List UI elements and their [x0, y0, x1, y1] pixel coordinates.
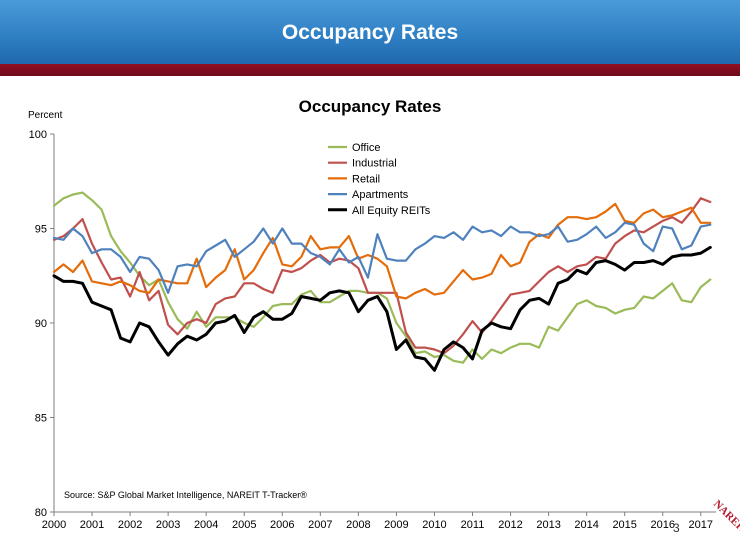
x-tick-label: 2003	[156, 519, 180, 531]
x-tick-label: 2005	[232, 519, 256, 531]
y-axis-label: Percent	[28, 110, 63, 121]
x-tick-label: 2009	[384, 519, 408, 531]
x-tick-label: 2007	[308, 519, 332, 531]
y-tick-label: 90	[35, 318, 47, 330]
series-lines	[52, 191, 712, 372]
series-line-all-equity-reits	[52, 245, 712, 372]
y-tick-label: 85	[35, 413, 47, 425]
legend-label-all-equity-reits: All Equity REITs	[352, 205, 431, 217]
x-tick-label: 2010	[422, 519, 446, 531]
x-tick-label: 2013	[536, 519, 560, 531]
legend-label-office: Office	[352, 142, 381, 154]
series-line-industrial	[52, 197, 712, 355]
chart-legend: Office Industrial Retail Apartments All Equi…	[328, 142, 431, 217]
series-line-office	[52, 191, 712, 364]
x-tick-label: 2004	[194, 519, 218, 531]
x-tick-label: 2006	[270, 519, 294, 531]
header-accent-band	[0, 64, 740, 76]
legend-label-apartments: Apartments	[352, 189, 409, 201]
x-tick-label: 2011	[461, 519, 485, 531]
x-tick-label: 2014	[574, 519, 598, 531]
x-tick-label: 2012	[498, 519, 522, 531]
chart-axes: 80 85 90 95 100 2000 2001 2002 2003 2004 2005 2006 2…	[29, 129, 716, 531]
x-tick-label: 2017	[689, 519, 713, 531]
source-note: Source: S&P Global Market Intelligence, …	[64, 490, 307, 500]
legend-label-industrial: Industrial	[352, 158, 397, 170]
page-number: 3	[673, 521, 680, 535]
x-tick-label: 2008	[346, 519, 370, 531]
y-tick-label: 100	[29, 129, 47, 141]
x-tick-label: 2015	[612, 519, 636, 531]
x-tick-label: 2016	[650, 519, 674, 531]
y-tick-label: 95	[35, 224, 47, 236]
legend-label-retail: Retail	[352, 173, 380, 185]
y-tick-label: 80	[35, 507, 47, 519]
slide-title: Occupancy Rates	[281, 21, 459, 44]
chart-title: Occupancy Rates	[299, 97, 442, 116]
series-line-apartments	[52, 221, 712, 294]
x-tick-label: 2002	[118, 519, 142, 531]
x-tick-label: 2001	[80, 519, 104, 531]
x-tick-label: 2000	[42, 519, 66, 531]
slide-header	[0, 0, 740, 66]
